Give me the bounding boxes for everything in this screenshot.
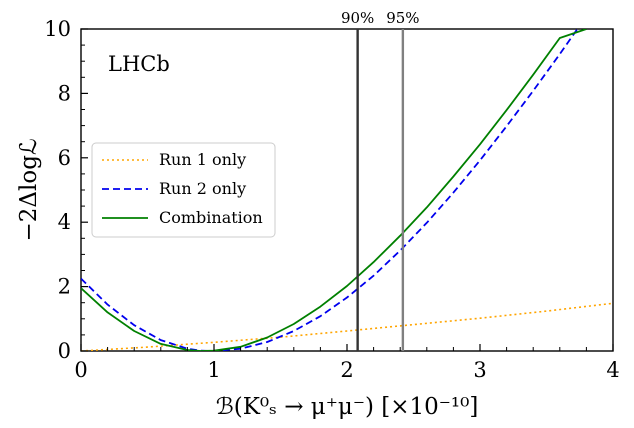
vline-layer: 90% 95% [341,9,420,351]
legend-label: Run 2 only [159,179,246,198]
x-tick-label: 3 [473,358,486,382]
vline-label-0: 90% [341,9,374,27]
x-tick-label: 1 [207,358,220,382]
x-axis-title: ℬ(K⁰ₛ → μ⁺μ⁻) [×10⁻¹⁰] [216,394,479,420]
x-tick-label: 0 [74,358,87,382]
legend-label: Combination [159,208,263,227]
vline-label-1: 95% [386,9,419,27]
series-line-run-1-only [81,302,613,351]
y-axis-title: −2Δlogℒ [16,138,42,241]
series-layer [81,29,613,351]
y-tick-label: 2 [58,275,71,299]
y-tick-label: 6 [58,146,71,170]
legend: Run 1 only Run 2 only Combination [91,142,276,238]
y-tick-label: 0 [58,339,71,363]
y-tick-label: 8 [58,81,71,105]
legend-label: Run 1 only [159,150,246,169]
legend-box [91,142,276,238]
lhcb-watermark: LHCb [108,52,170,76]
x-tick-label: 2 [340,358,353,382]
series-line-combination [81,29,587,351]
ticks-layer: 0 1 2 3 4 0 2 4 6 8 10 [44,17,619,382]
x-tick-label: 4 [606,358,619,382]
y-tick-label: 4 [58,210,71,234]
series-line-run-2-only [81,29,579,351]
y-tick-label: 10 [44,17,71,41]
